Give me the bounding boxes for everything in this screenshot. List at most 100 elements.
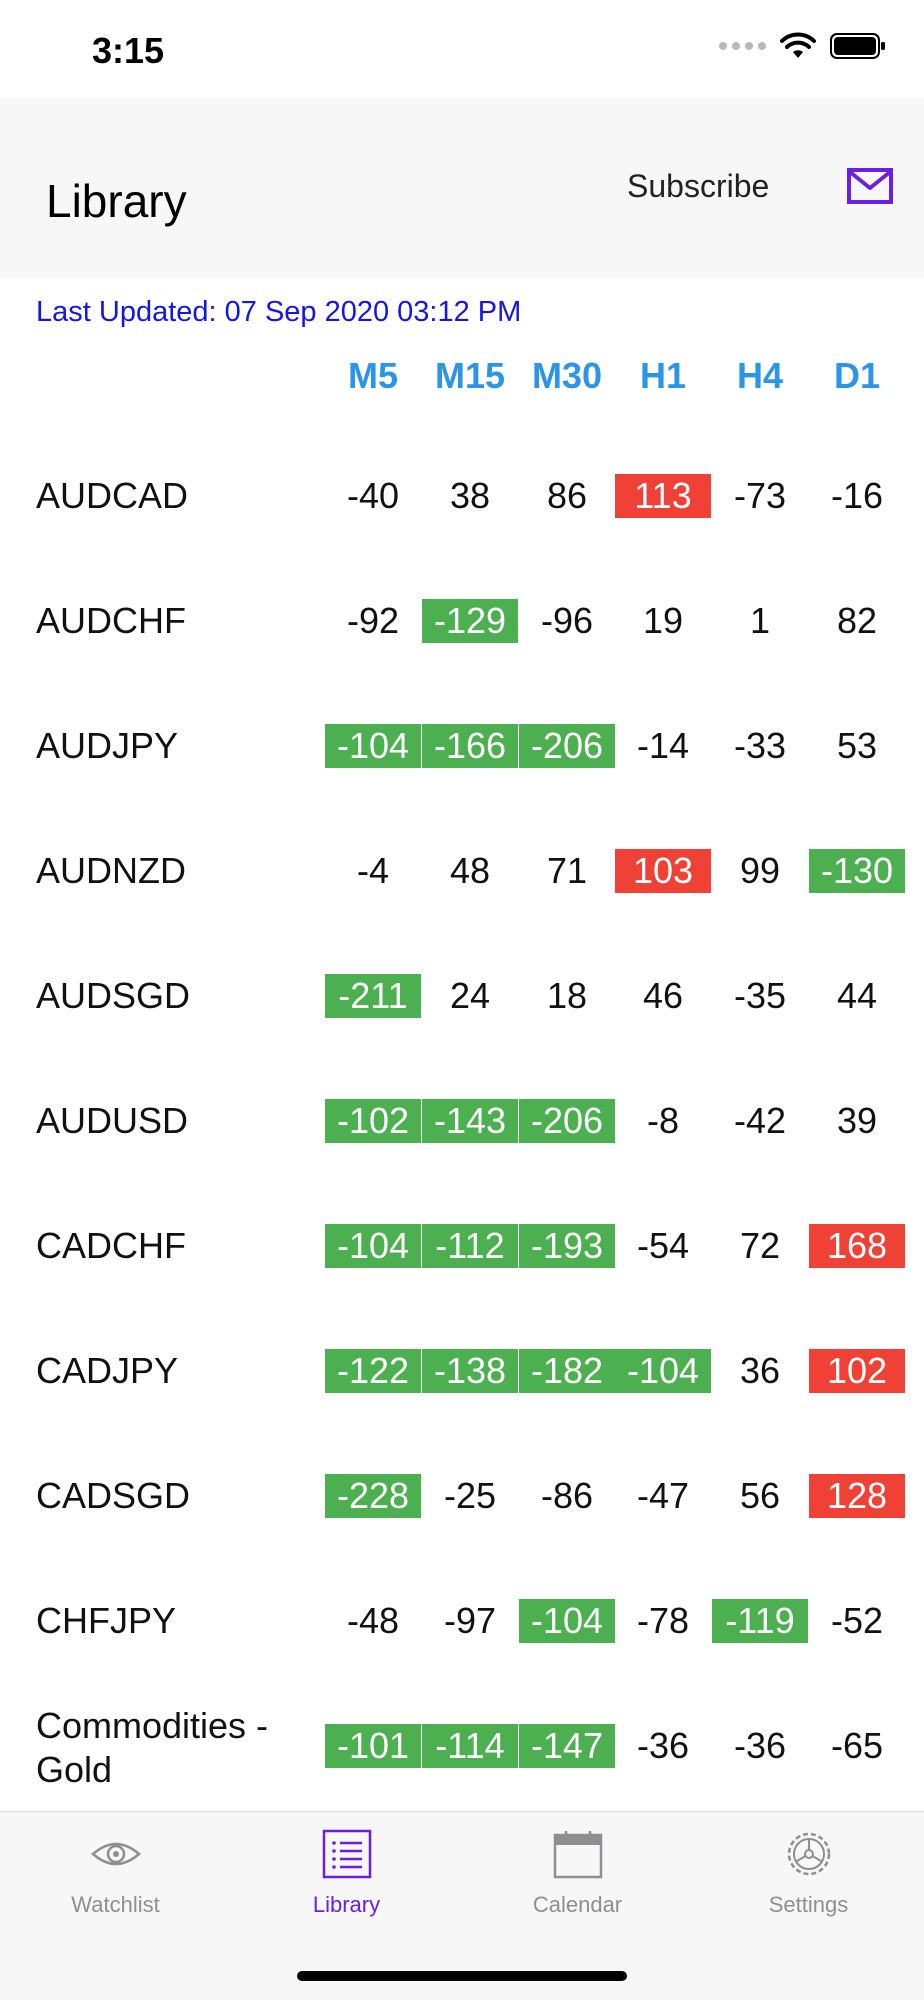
column-header-m30: M30: [531, 355, 603, 396]
value-cell-h4: -36: [733, 1725, 787, 1766]
value-cell-m15: -143: [422, 1099, 518, 1143]
table-row[interactable]: AUDUSD -102 -143 -206 -8 -42 39: [0, 1071, 924, 1171]
value-cell-m15: -114: [422, 1724, 518, 1768]
tab-bar: Watchlist Library Calendar Settings: [0, 1811, 924, 2000]
column-header-h4: H4: [736, 355, 784, 396]
value-cell-m5: -101: [325, 1724, 421, 1768]
value-cell-h1: 103: [615, 849, 711, 893]
value-cell-d1: -130: [809, 849, 905, 893]
currency-pair-label: CHFJPY: [36, 1600, 177, 1641]
tab-watchlist[interactable]: Watchlist: [0, 1812, 231, 1942]
mail-icon[interactable]: [846, 166, 894, 206]
value-cell-m30: -182: [519, 1349, 615, 1393]
table-row[interactable]: CADCHF -104 -112 -193 -54 72 168: [0, 1196, 924, 1296]
value-cell-m5: -92: [346, 600, 400, 641]
subscribe-button[interactable]: Subscribe: [627, 168, 770, 204]
tab-label-settings: Settings: [768, 1892, 849, 1917]
value-cell-h4: -73: [733, 475, 787, 516]
currency-pair-label: AUDUSD: [36, 1100, 189, 1141]
table-row[interactable]: AUDSGD -211 24 18 46 -35 44: [0, 946, 924, 1046]
value-cell-h4: 36: [739, 1350, 781, 1391]
value-cell-h1: -14: [636, 725, 690, 766]
status-bar: 3:15: [0, 0, 924, 98]
timeframe-header-row: M5 M15 M30 H1 H4 D1: [0, 355, 924, 401]
column-header-d1: D1: [833, 355, 881, 396]
value-cell-d1: 128: [809, 1474, 905, 1518]
value-cell-m15: -166: [422, 724, 518, 768]
currency-pair-label: AUDJPY: [36, 725, 179, 766]
value-cell-m30: -206: [519, 724, 615, 768]
table-row[interactable]: AUDCAD -40 38 86 113 -73 -16: [0, 446, 924, 546]
value-cell-m15: -138: [422, 1349, 518, 1393]
tab-label-calendar: Calendar: [532, 1892, 623, 1917]
table-row[interactable]: CADSGD -228 -25 -86 -47 56 128: [0, 1446, 924, 1546]
table-row[interactable]: AUDCHF -92 -129 -96 19 1 82: [0, 571, 924, 671]
status-time: 3:15: [92, 30, 165, 71]
table-row[interactable]: AUDNZD -4 48 71 103 99 -130: [0, 821, 924, 921]
value-cell-m5: -40: [346, 475, 400, 516]
value-cell-d1: 39: [836, 1100, 878, 1141]
value-cell-m5: -228: [325, 1474, 421, 1518]
column-header-m15: M15: [434, 355, 506, 396]
currency-pair-label: CADSGD: [36, 1475, 191, 1516]
column-header-h1: H1: [639, 355, 687, 396]
gear-icon: [787, 1832, 831, 1876]
value-cell-d1: 102: [809, 1349, 905, 1393]
currency-pair-label: CADCHF: [36, 1225, 186, 1266]
value-cell-m30: -104: [519, 1599, 615, 1643]
tab-label-library: Library: [312, 1892, 381, 1917]
value-cell-h1: -104: [615, 1349, 711, 1393]
currency-pair-label: AUDCHF: [36, 600, 186, 641]
table-row[interactable]: CHFJPY -48 -97 -104 -78 -119 -52: [0, 1571, 924, 1671]
navigation-header: Library Subscribe: [0, 98, 924, 278]
currency-pair-label: AUDNZD: [36, 850, 186, 891]
value-cell-h1: -36: [636, 1725, 690, 1766]
value-cell-m15: -25: [443, 1475, 497, 1516]
value-cell-d1: 44: [836, 975, 878, 1016]
value-cell-h1: 46: [642, 975, 684, 1016]
value-cell-m30: -86: [540, 1475, 594, 1516]
column-header-m5: M5: [347, 355, 398, 396]
value-cell-m5: -102: [325, 1099, 421, 1143]
value-cell-m15: -97: [443, 1600, 497, 1641]
tab-calendar[interactable]: Calendar: [462, 1812, 693, 1942]
value-cell-d1: -16: [830, 475, 884, 516]
table-row[interactable]: Commodities - Gold -101 -114 -147 -36 -36 -65: [0, 1696, 924, 1796]
value-cell-m15: 48: [449, 850, 491, 891]
value-cell-h1: -8: [646, 1100, 679, 1141]
value-cell-m5: -4: [356, 850, 389, 891]
tab-settings[interactable]: Settings: [693, 1812, 924, 1942]
value-cell-m15: 24: [449, 975, 491, 1016]
value-cell-h1: 19: [642, 600, 684, 641]
value-cell-d1: 82: [836, 600, 878, 641]
eye-icon: [91, 1842, 141, 1866]
status-icons: [719, 32, 886, 60]
last-updated-timestamp: Last Updated: 07 Sep 2020 03:12 PM: [36, 296, 522, 328]
table-row[interactable]: CADJPY -122 -138 -182 -104 36 102: [0, 1321, 924, 1421]
value-cell-m15: 38: [449, 475, 491, 516]
currency-pair-label: AUDCAD: [36, 475, 189, 516]
value-cell-m30: 18: [546, 975, 588, 1016]
value-cell-m5: -211: [325, 974, 421, 1018]
value-cell-h4: -35: [733, 975, 787, 1016]
value-cell-h1: 113: [615, 474, 711, 518]
value-cell-h4: 72: [739, 1225, 781, 1266]
wifi-icon: [780, 32, 816, 58]
value-cell-d1: 53: [836, 725, 878, 766]
value-cell-h4: 1: [749, 600, 771, 641]
tab-library[interactable]: Library: [231, 1812, 462, 1942]
page-title: Library: [46, 175, 187, 227]
value-cell-h1: -54: [636, 1225, 690, 1266]
value-cell-d1: 168: [809, 1224, 905, 1268]
value-cell-m30: 71: [546, 850, 588, 891]
table-row[interactable]: AUDJPY -104 -166 -206 -14 -33 53: [0, 696, 924, 796]
value-cell-h1: -78: [636, 1600, 690, 1641]
value-cell-h4: -42: [733, 1100, 787, 1141]
list-icon: [322, 1829, 372, 1879]
value-cell-m30: 86: [546, 475, 588, 516]
value-cell-m5: -48: [346, 1600, 400, 1641]
currency-pair-label: CADJPY: [36, 1350, 179, 1391]
value-cell-d1: -52: [830, 1600, 884, 1641]
value-cell-h4: 56: [739, 1475, 781, 1516]
currency-pair-label: Commodities - Gold: [36, 1705, 269, 1790]
